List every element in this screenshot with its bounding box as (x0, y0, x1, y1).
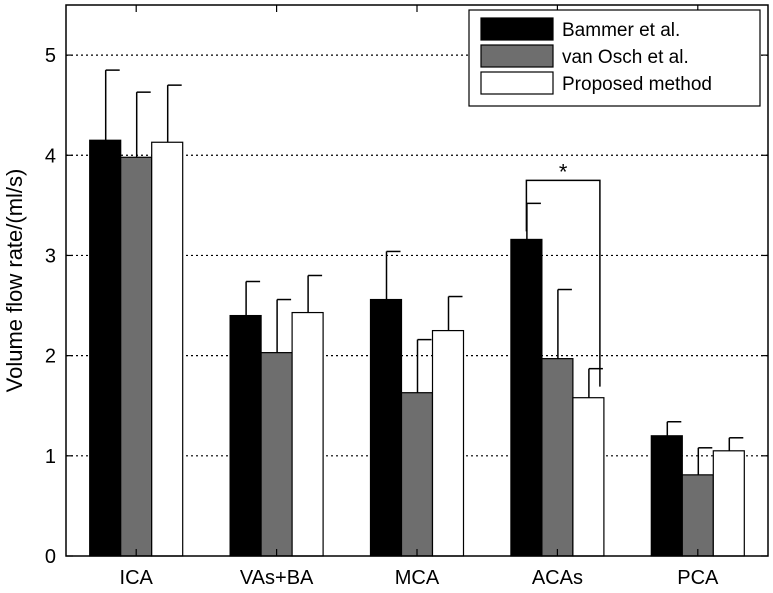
x-tick-label: VAs+BA (240, 567, 314, 589)
bar (510, 238, 543, 557)
x-tick-label: PCA (677, 567, 719, 589)
significance-annotation: * (525, 159, 601, 387)
legend: Bammer et al. van Osch et al. Proposed met… (468, 9, 761, 107)
bar (260, 352, 293, 557)
axes: 0 1 2 3 4 5 ICA VAs+BA MCA ACAs PCA (45, 5, 768, 589)
x-tick-label: MCA (395, 567, 440, 589)
bar (89, 139, 122, 557)
bar (400, 392, 434, 557)
legend-label: Proposed method (562, 74, 712, 95)
bar (572, 397, 605, 557)
y-tick-label: 0 (45, 546, 56, 568)
x-tick-label: ICA (120, 567, 154, 589)
bar (291, 311, 324, 557)
legend-label: Bammer et al. (562, 20, 680, 41)
significance-bracket (525, 179, 601, 387)
x-tick-label: ACAs (532, 567, 583, 589)
y-axis-title: Volume flow rate/(ml/s) (2, 169, 27, 393)
bar (712, 450, 745, 557)
legend-swatch (480, 17, 554, 41)
y-tick-label: 1 (45, 446, 56, 468)
y-tick-label: 4 (45, 145, 56, 167)
y-tick-label: 3 (45, 245, 56, 267)
bar (151, 141, 184, 557)
bar (229, 314, 262, 557)
bar (120, 156, 153, 557)
bar (541, 358, 574, 557)
legend-swatch (480, 44, 554, 68)
significance-star: * (559, 159, 568, 184)
y-tick-label: 5 (45, 45, 56, 67)
legend-label: van Osch et al. (562, 47, 689, 68)
bar (431, 329, 465, 557)
bars (89, 139, 745, 557)
legend-swatch (480, 71, 554, 95)
bar (650, 435, 683, 557)
y-tick-label: 2 (45, 346, 56, 368)
bar (369, 298, 403, 557)
bar (681, 474, 714, 557)
